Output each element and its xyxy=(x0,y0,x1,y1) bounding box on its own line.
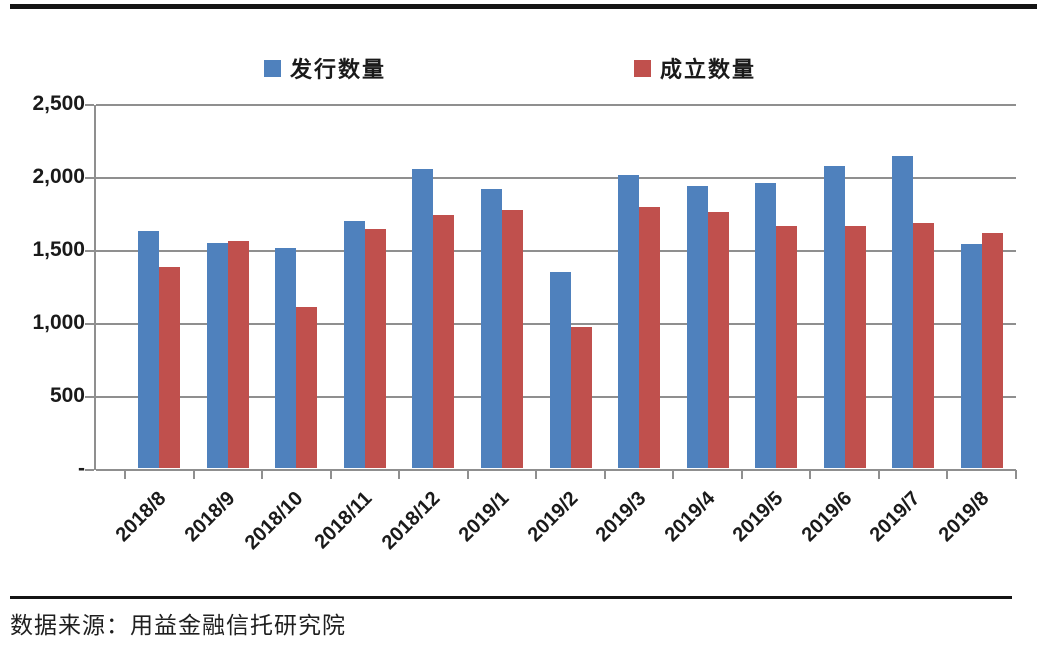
gridline-2000 xyxy=(96,177,1016,179)
bar-established-2019-2 xyxy=(570,327,592,468)
y-axis-label: 500 xyxy=(49,384,85,407)
bar-issued-2019-5 xyxy=(755,182,777,468)
legend-label-issued: 发行数量 xyxy=(289,57,386,82)
y-axis-label: 1,500 xyxy=(32,238,85,261)
y-axis-label: - xyxy=(78,457,85,480)
bar-established-2018-9 xyxy=(227,240,249,468)
legend-item-issued: 发行数量 xyxy=(263,52,386,84)
legend-swatch-established-icon xyxy=(634,59,651,77)
y-axis-line xyxy=(94,105,96,470)
bar-issued-2018-12 xyxy=(412,168,434,468)
y-axis-label: 2,000 xyxy=(32,165,85,188)
y-axis-tick xyxy=(85,177,94,179)
bar-issued-2018-10 xyxy=(275,248,297,468)
bar-established-2019-6 xyxy=(844,225,866,468)
x-axis-tick xyxy=(124,470,126,479)
bar-issued-2018-11 xyxy=(343,220,365,468)
x-axis-tick xyxy=(809,470,812,479)
y-axis-tick xyxy=(85,250,94,252)
bar-issued-2019-8 xyxy=(960,243,982,468)
x-axis-tick xyxy=(329,470,332,479)
bar-established-2019-5 xyxy=(776,226,798,468)
gridline-2500 xyxy=(96,104,1016,106)
bar-established-2018-11 xyxy=(364,228,386,468)
x-axis-tick xyxy=(740,470,743,479)
legend-swatch-issued-icon xyxy=(263,59,281,77)
legend-label-established: 成立数量 xyxy=(660,57,757,82)
x-axis-tick xyxy=(603,470,606,479)
bar-issued-2018-9 xyxy=(206,243,228,468)
x-axis-tick xyxy=(398,470,401,479)
bar-established-2019-4 xyxy=(707,211,729,468)
x-axis-tick xyxy=(192,470,195,479)
data-source-caption: 数据来源：用益金融信托研究院 xyxy=(10,613,346,638)
bar-established-2018-10 xyxy=(296,306,318,468)
gridline-0 xyxy=(96,469,1016,471)
y-axis-tick xyxy=(85,396,94,398)
gridline-1500 xyxy=(96,250,1016,252)
bar-established-2019-1 xyxy=(501,210,523,468)
y-axis-label: 2,500 xyxy=(32,92,85,115)
bar-chart-plot-area: -500 1,000 1,500 2,000 2,500 2018/8 2018/9 2018… xyxy=(32,92,1017,554)
bar-issued-2019-6 xyxy=(823,165,845,468)
bar-established-2019-7 xyxy=(913,222,935,468)
x-axis-tick xyxy=(466,470,469,479)
bar-issued-2018-8 xyxy=(138,230,160,468)
bar-issued-2019-7 xyxy=(892,156,914,468)
x-axis-tick xyxy=(261,470,264,479)
y-axis-tick xyxy=(85,469,94,471)
y-axis-tick xyxy=(85,323,94,325)
bar-issued-2019-1 xyxy=(480,189,502,468)
x-axis-tick xyxy=(535,470,538,479)
bottom-divider xyxy=(10,596,1012,599)
legend-item-established: 成立数量 xyxy=(634,52,756,84)
y-axis-label: 1,000 xyxy=(32,311,85,334)
x-axis-tick xyxy=(1015,470,1017,479)
bar-established-2018-12 xyxy=(433,214,455,468)
x-axis-tick xyxy=(672,470,675,479)
bar-issued-2019-2 xyxy=(549,272,571,468)
bar-established-2019-3 xyxy=(639,206,661,468)
x-axis-tick xyxy=(946,470,949,479)
y-axis-tick xyxy=(85,104,94,106)
bar-issued-2019-3 xyxy=(618,174,640,468)
x-axis-tick xyxy=(877,470,880,479)
bar-issued-2019-4 xyxy=(686,185,708,468)
chart-legend: 发行数量 成立数量 xyxy=(0,52,1046,84)
bar-established-2019-8 xyxy=(981,232,1003,468)
top-divider xyxy=(10,4,1037,9)
bar-established-2018-8 xyxy=(159,266,181,468)
